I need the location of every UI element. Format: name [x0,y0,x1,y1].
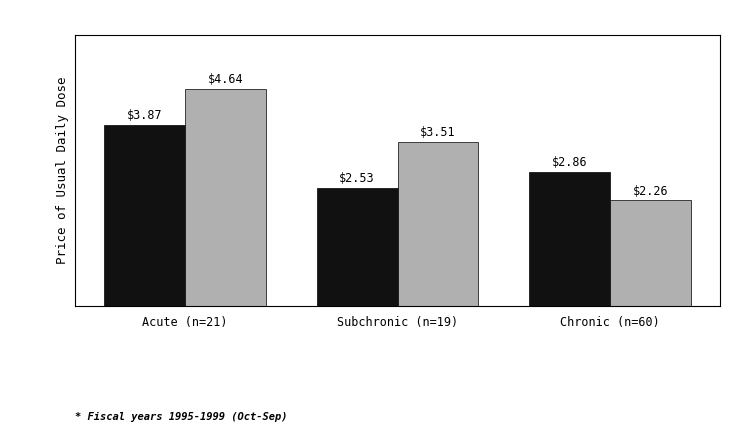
Bar [104,125,185,306]
Text: $3.51: $3.51 [420,126,456,139]
Text: $2.86: $2.86 [552,156,587,170]
Legend: Weighted Mean, Median: Weighted Mean, Median [273,337,477,362]
Bar [316,188,398,306]
Text: * Fiscal years 1995-1999 (Oct-Sep): * Fiscal years 1995-1999 (Oct-Sep) [75,412,287,422]
Bar [185,89,266,306]
Bar [610,200,691,306]
Text: $4.64: $4.64 [208,73,243,87]
Text: $3.87: $3.87 [127,109,163,122]
Text: $2.26: $2.26 [632,184,668,198]
Y-axis label: Price of Usual Daily Dose: Price of Usual Daily Dose [56,76,70,264]
Bar [530,172,610,306]
Text: $2.53: $2.53 [339,172,375,185]
Bar [398,142,478,306]
